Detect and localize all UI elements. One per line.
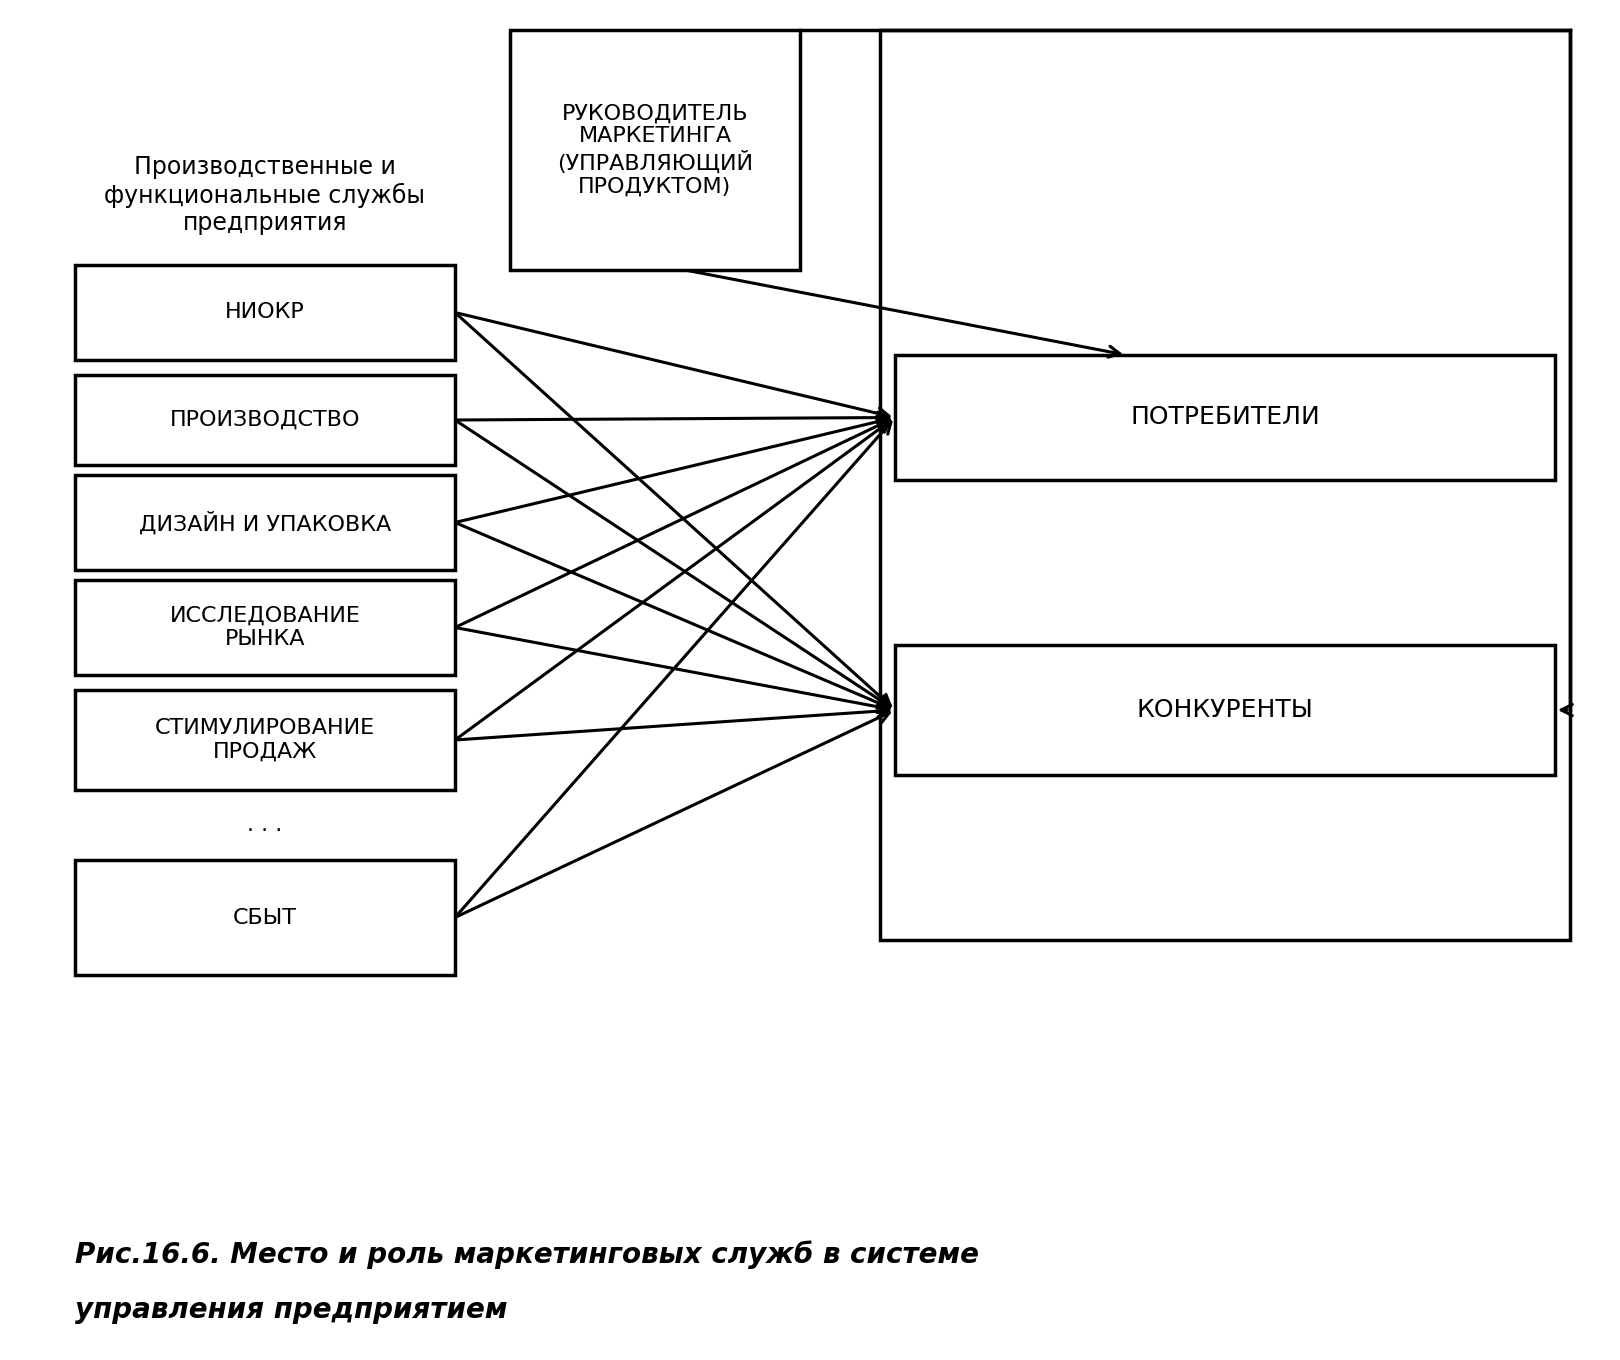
Bar	[75, 475, 455, 570]
Bar	[75, 579, 455, 675]
Text: ИССЛЕДОВАНИЕ
РЫНКА: ИССЛЕДОВАНИЕ РЫНКА	[170, 607, 360, 649]
Text: РУКОВОДИТЕЛЬ
МАРКЕТИНГА
(УПРАВЛЯЮЩИЙ
ПРОДУКТОМ): РУКОВОДИТЕЛЬ МАРКЕТИНГА (УПРАВЛЯЮЩИЙ ПРО…	[557, 103, 753, 197]
Text: СТИМУЛИРОВАНИЕ
ПРОДАЖ: СТИМУЛИРОВАНИЕ ПРОДАЖ	[156, 718, 376, 762]
Text: СБЫТ: СБЫТ	[233, 907, 296, 928]
Bar	[75, 690, 455, 790]
Bar	[894, 355, 1555, 480]
Text: НИОКР: НИОКР	[225, 302, 305, 322]
Text: ПРОИЗВОДСТВО: ПРОИЗВОДСТВО	[170, 409, 360, 430]
Bar	[880, 30, 1570, 940]
Text: ПОТРЕБИТЕЛИ: ПОТРЕБИТЕЛИ	[1131, 405, 1320, 430]
Text: КОНКУРЕНТЫ: КОНКУРЕНТЫ	[1137, 698, 1314, 722]
Text: . . .: . . .	[248, 815, 282, 835]
Text: Рис.16.6. Место и роль маркетинговых служб в системе: Рис.16.6. Место и роль маркетинговых слу…	[75, 1240, 978, 1269]
Text: ДИЗАЙН И УПАКОВКА: ДИЗАЙН И УПАКОВКА	[139, 511, 390, 534]
Bar	[510, 30, 800, 271]
Bar	[75, 860, 455, 975]
Text: Производственные и
функциональные службы
предприятия: Производственные и функциональные службы…	[105, 155, 426, 235]
Bar	[75, 265, 455, 360]
Bar	[75, 375, 455, 465]
Text: управления предприятием: управления предприятием	[75, 1296, 507, 1325]
Bar	[894, 645, 1555, 775]
